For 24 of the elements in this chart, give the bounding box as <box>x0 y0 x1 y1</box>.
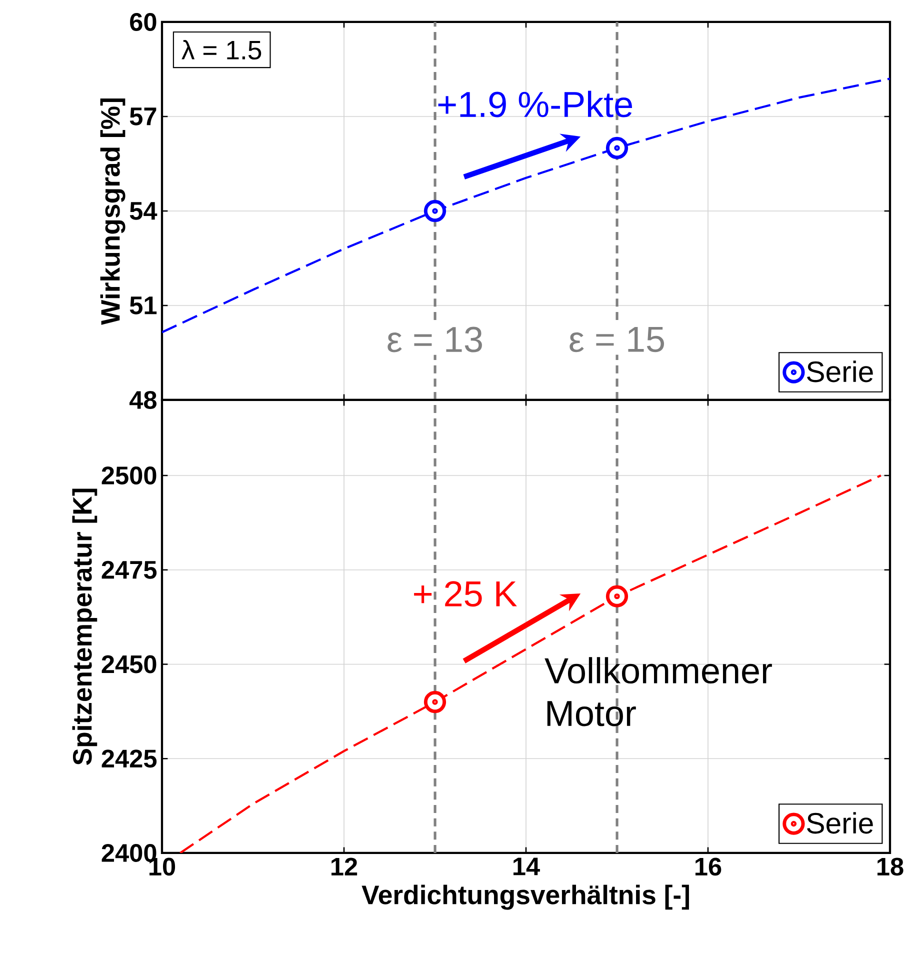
annotation: Vollkommener Motor <box>544 657 772 726</box>
annotation: + 25 K <box>414 581 517 607</box>
ref-line-label: ε = 13 <box>388 326 482 352</box>
x-tick-label: 12 <box>332 858 358 876</box>
y-tick-label: 2425 <box>102 750 157 768</box>
ref-line-label: ε = 15 <box>570 326 664 352</box>
x-axis-title: Verdichtungsverhältnis [-] <box>362 884 689 910</box>
y-axis-title: Wirkungsgrad [%] <box>100 98 126 325</box>
y-tick-label: 2450 <box>102 655 156 674</box>
legend-label: Serie <box>807 812 873 834</box>
y-tick-label: 2475 <box>102 560 157 579</box>
y-tick-label: 2500 <box>102 466 156 484</box>
y-tick-label: 54 <box>130 202 158 220</box>
x-tick-label: 16 <box>695 858 722 876</box>
legend-label: Serie <box>807 360 873 382</box>
y-axis-title: Spitzentemperatur [K] <box>72 488 98 765</box>
annotation: λ = 1.5 <box>182 40 262 60</box>
annotation: +1.9 %-Pkte <box>438 90 632 118</box>
y-tick-label: 51 <box>130 296 157 314</box>
y-tick-label: 57 <box>130 108 156 126</box>
y-tick-label: 60 <box>130 13 156 31</box>
x-tick-label: 18 <box>877 858 904 876</box>
y-tick-label: 48 <box>129 391 156 409</box>
x-tick-label: 14 <box>513 858 540 876</box>
